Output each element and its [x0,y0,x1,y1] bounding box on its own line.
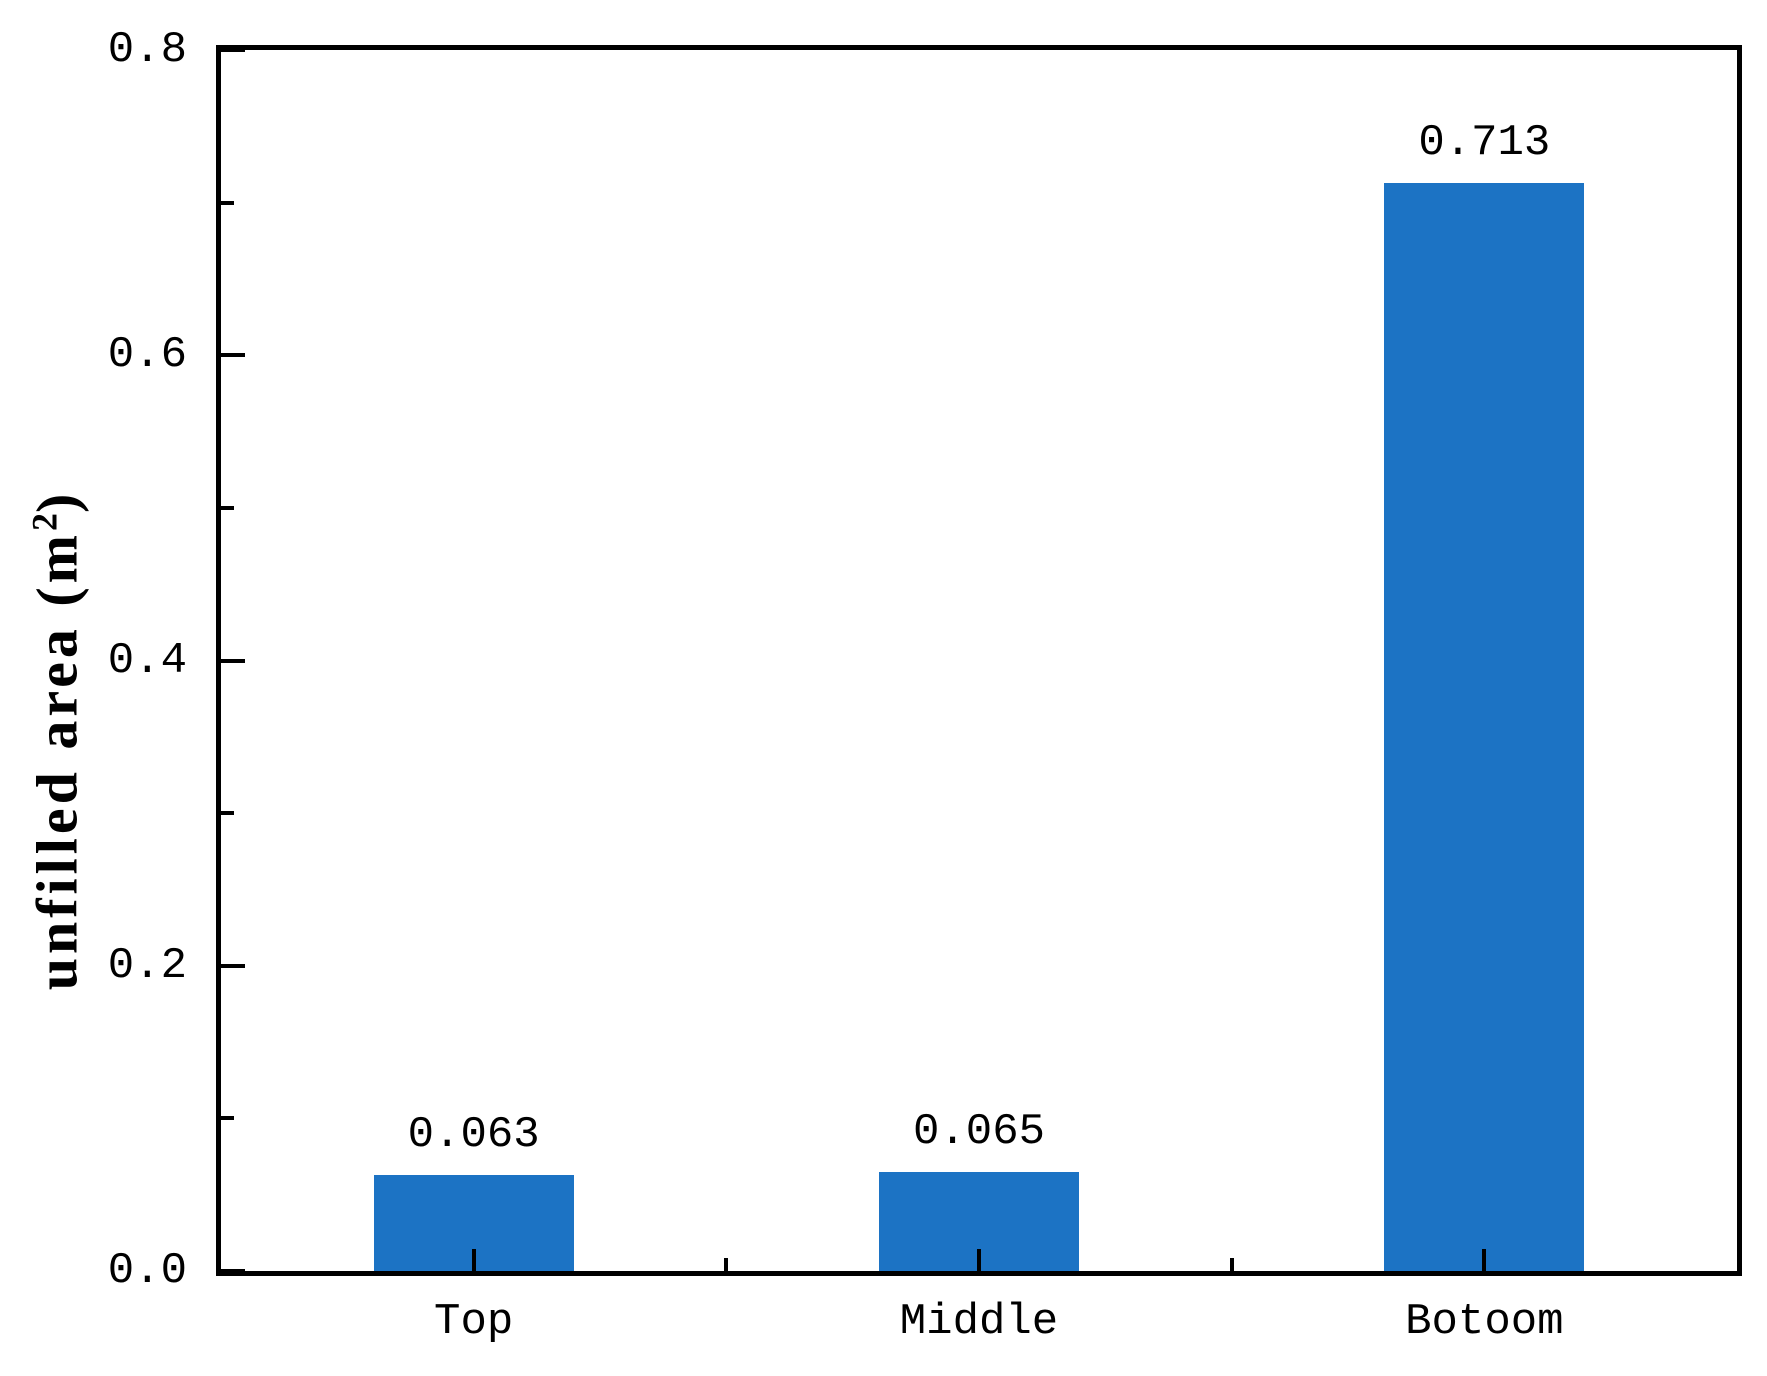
y-axis-minor-tick [221,200,234,205]
y-axis-tick-label: 0.8 [107,25,187,75]
x-axis-major-tick [1482,1249,1487,1271]
y-axis-major-tick [221,48,245,52]
y-axis-major-tick [221,658,245,663]
x-axis-major-tick [977,1249,981,1271]
y-axis-major-tick [221,353,245,358]
y-axis-major-tick [221,1269,245,1273]
y-axis-title: unfilled area (m2) [23,490,90,991]
bar-value-label: 0.713 [1418,117,1551,168]
x-axis-minor-tick [724,1258,729,1271]
y-axis-title-superscript: 2 [24,513,65,532]
x-axis-category-label: Botoom [1405,1297,1564,1347]
x-axis-category-label: Top [434,1297,514,1347]
bar-value-label: 0.065 [912,1106,1046,1157]
y-axis-tick-label: 0.4 [107,635,187,686]
y-axis-minor-tick [221,1116,234,1121]
y-axis-minor-tick [221,811,234,816]
x-axis-major-tick [471,1249,476,1271]
y-axis-major-tick [221,963,245,968]
y-axis-minor-tick [221,505,234,510]
y-axis-tick-label: 0.0 [107,1246,187,1296]
bar-value-label: 0.063 [407,1109,540,1160]
x-axis-category-label: Middle [899,1297,1059,1347]
y-axis-tick-label: 0.6 [107,330,187,381]
x-axis-minor-tick [1229,1258,1234,1271]
y-axis-title-text: unfilled area (m [24,531,90,991]
y-axis-tick-label: 0.2 [107,940,187,991]
bar [1384,182,1585,1271]
y-axis-title-close-paren: ) [24,489,90,514]
